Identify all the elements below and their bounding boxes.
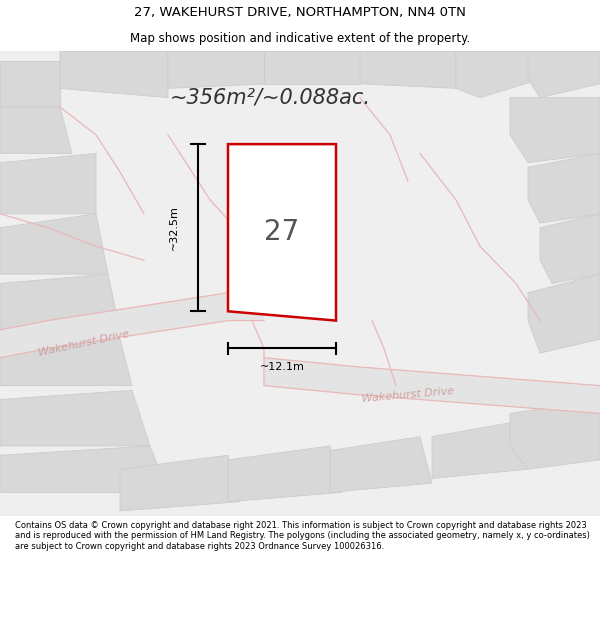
Polygon shape xyxy=(0,274,120,330)
Polygon shape xyxy=(60,51,168,98)
Polygon shape xyxy=(168,51,270,88)
Text: Map shows position and indicative extent of the property.: Map shows position and indicative extent… xyxy=(130,32,470,45)
Text: 27: 27 xyxy=(265,218,299,246)
Polygon shape xyxy=(510,98,600,162)
Polygon shape xyxy=(0,153,96,214)
Polygon shape xyxy=(0,339,132,386)
Polygon shape xyxy=(0,446,168,493)
Polygon shape xyxy=(360,51,456,88)
Text: 27, WAKEHURST DRIVE, NORTHAMPTON, NN4 0TN: 27, WAKEHURST DRIVE, NORTHAMPTON, NN4 0T… xyxy=(134,6,466,19)
Polygon shape xyxy=(264,51,360,84)
Polygon shape xyxy=(264,357,600,414)
Text: ~32.5m: ~32.5m xyxy=(169,205,179,250)
Polygon shape xyxy=(528,51,600,98)
Polygon shape xyxy=(0,61,60,107)
Polygon shape xyxy=(330,437,432,493)
Polygon shape xyxy=(228,446,342,502)
Polygon shape xyxy=(0,214,108,274)
Polygon shape xyxy=(228,144,336,321)
Polygon shape xyxy=(528,274,600,353)
Polygon shape xyxy=(0,292,264,357)
Text: Wakehurst Drive: Wakehurst Drive xyxy=(361,386,455,404)
Polygon shape xyxy=(120,455,240,511)
Polygon shape xyxy=(528,153,600,223)
Polygon shape xyxy=(540,214,600,283)
Polygon shape xyxy=(0,390,150,446)
Text: ~12.1m: ~12.1m xyxy=(260,362,304,372)
Polygon shape xyxy=(0,107,72,153)
Polygon shape xyxy=(432,422,528,479)
Polygon shape xyxy=(456,51,540,98)
Text: ~356m²/~0.088ac.: ~356m²/~0.088ac. xyxy=(170,88,371,108)
Polygon shape xyxy=(510,399,600,469)
Text: Contains OS data © Crown copyright and database right 2021. This information is : Contains OS data © Crown copyright and d… xyxy=(15,521,590,551)
Text: Wakehurst Drive: Wakehurst Drive xyxy=(38,329,130,358)
